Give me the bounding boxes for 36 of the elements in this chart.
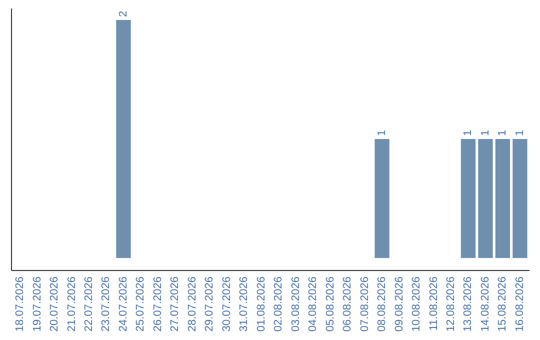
x-tick-label: 14.08.2026 bbox=[479, 276, 492, 332]
data-label: 1 bbox=[376, 130, 388, 136]
data-label: 1 bbox=[479, 130, 492, 136]
x-tick-label: 03.08.2026 bbox=[290, 276, 302, 332]
x-tick-label: 08.08.2026 bbox=[376, 276, 388, 332]
x-tick-label: 06.08.2026 bbox=[342, 276, 354, 332]
x-tick-label: 09.08.2026 bbox=[393, 276, 406, 332]
data-label: 1 bbox=[462, 130, 474, 136]
x-tick-label: 04.08.2026 bbox=[307, 276, 320, 332]
x-tick-label: 18.07.2026 bbox=[14, 276, 26, 332]
x-tick-label: 31.07.2026 bbox=[238, 276, 250, 332]
x-tick-label: 16.08.2026 bbox=[514, 276, 526, 332]
x-tick-label: 05.08.2026 bbox=[324, 276, 336, 332]
x-tick-label: 21.07.2026 bbox=[66, 276, 78, 332]
x-tick-label: 29.07.2026 bbox=[204, 276, 216, 332]
data-label: 1 bbox=[514, 130, 526, 136]
x-tick-label: 22.07.2026 bbox=[83, 276, 95, 332]
x-tick-label: 10.08.2026 bbox=[410, 276, 423, 332]
x-tick-label: 01.08.2026 bbox=[255, 276, 268, 332]
x-tick-label: 07.08.2026 bbox=[358, 276, 371, 332]
data-label: 1 bbox=[496, 130, 509, 136]
x-tick-label: 20.07.2026 bbox=[48, 276, 61, 332]
x-tick-label: 15.08.2026 bbox=[496, 276, 509, 332]
x-tick-label: 24.07.2026 bbox=[117, 276, 130, 332]
x-tick-label: 23.07.2026 bbox=[100, 276, 112, 332]
x-tick-label: 30.07.2026 bbox=[220, 276, 233, 332]
x-tick-label: 27.07.2026 bbox=[169, 276, 182, 332]
x-tick-label: 11.08.2026 bbox=[428, 276, 440, 331]
x-tick-label: 26.07.2026 bbox=[152, 276, 164, 332]
data-label: 2 bbox=[117, 10, 130, 17]
x-tick-label: 02.08.2026 bbox=[272, 276, 285, 332]
x-tick-label: 28.07.2026 bbox=[186, 276, 198, 332]
x-tick-label: 12.08.2026 bbox=[445, 276, 457, 332]
x-tick-label: 25.07.2026 bbox=[134, 276, 147, 332]
x-tick-label: 19.07.2026 bbox=[31, 276, 44, 332]
x-tick-label: 13.08.2026 bbox=[462, 276, 474, 332]
